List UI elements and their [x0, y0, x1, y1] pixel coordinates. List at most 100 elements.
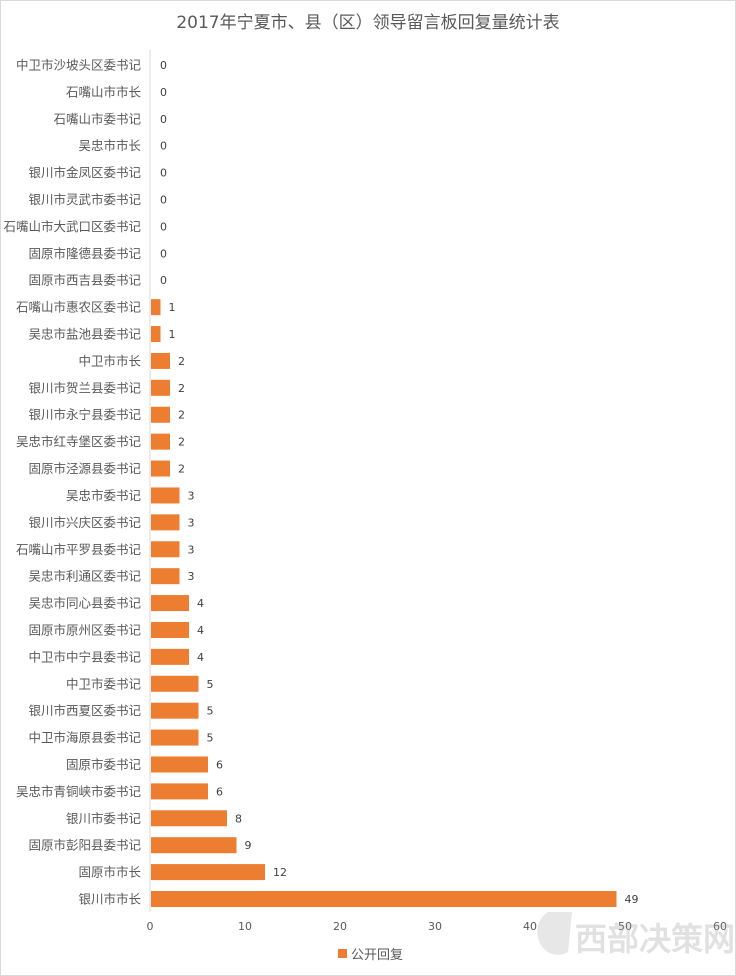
data-label: 0 — [160, 247, 167, 260]
bar — [151, 326, 161, 343]
data-label: 0 — [160, 167, 167, 180]
data-label: 3 — [188, 570, 195, 583]
category-label: 固原市彭阳县委书记 — [28, 838, 141, 853]
category-label: 吴忠市盐池县委书记 — [28, 327, 141, 342]
category-label: 吴忠市市长 — [78, 138, 141, 153]
category-label: 固原市隆德县委书记 — [28, 246, 141, 261]
bar — [151, 783, 208, 800]
bar — [151, 379, 170, 396]
x-tick-label: 40 — [523, 920, 537, 933]
category-label: 银川市委书记 — [66, 811, 142, 826]
data-label: 9 — [245, 839, 252, 852]
bar — [151, 514, 180, 531]
data-label: 0 — [160, 274, 167, 287]
x-tick-label: 20 — [333, 920, 347, 933]
legend-swatch — [338, 949, 347, 958]
bar — [151, 299, 161, 316]
bar — [151, 568, 180, 585]
category-label: 石嘴山市平罗县委书记 — [16, 542, 142, 557]
category-label: 吴忠市利通区委书记 — [28, 569, 141, 584]
category-label: 固原市西吉县委书记 — [28, 273, 141, 288]
bar — [151, 648, 189, 665]
category-label: 中卫市市长 — [78, 353, 141, 368]
category-label: 固原市委书记 — [66, 757, 142, 772]
bar — [151, 810, 227, 827]
bar — [151, 864, 265, 881]
data-label: 0 — [160, 59, 167, 72]
data-label: 1 — [169, 301, 176, 314]
chart-title: 2017年宁夏市、县（区）领导留言板回复量统计表 — [176, 13, 559, 33]
data-label: 3 — [188, 543, 195, 556]
bar — [151, 837, 237, 854]
x-tick-label: 30 — [428, 920, 442, 933]
category-label: 银川市永宁县委书记 — [28, 407, 141, 422]
data-label: 3 — [188, 516, 195, 529]
data-label: 4 — [197, 651, 204, 664]
category-label: 石嘴山市大武口区委书记 — [3, 219, 141, 234]
category-label: 中卫市海原县委书记 — [28, 730, 141, 745]
data-label: 2 — [178, 409, 185, 422]
category-label: 吴忠市青铜峡市委书记 — [16, 784, 142, 799]
category-label: 石嘴山市市长 — [66, 84, 142, 99]
category-label: 石嘴山市惠农区委书记 — [16, 300, 142, 315]
category-label: 吴忠市红寺堡区委书记 — [16, 434, 142, 449]
data-label: 5 — [207, 705, 214, 718]
data-label: 0 — [160, 220, 167, 233]
data-label: 3 — [188, 489, 195, 502]
bar — [151, 729, 199, 746]
x-tick-label: 60 — [713, 920, 727, 933]
category-label: 吴忠市同心县委书记 — [28, 596, 141, 611]
data-label: 0 — [160, 113, 167, 126]
category-label: 石嘴山市委书记 — [53, 111, 141, 126]
data-label: 5 — [207, 678, 214, 691]
data-label: 2 — [178, 436, 185, 449]
bar — [151, 756, 208, 773]
x-tick-label: 0 — [147, 920, 154, 933]
category-label: 固原市泾源县委书记 — [28, 461, 141, 476]
bar — [151, 675, 199, 692]
bar — [151, 433, 170, 450]
bar — [151, 487, 180, 504]
category-label: 银川市贺兰县委书记 — [28, 380, 141, 395]
x-tick-label: 10 — [238, 920, 252, 933]
bar — [151, 460, 170, 477]
data-label: 8 — [235, 812, 242, 825]
bar — [151, 702, 199, 719]
data-label: 4 — [197, 597, 204, 610]
bar — [151, 352, 170, 369]
data-label: 0 — [160, 86, 167, 99]
data-label: 6 — [216, 758, 223, 771]
bar — [151, 621, 189, 638]
data-label: 1 — [169, 328, 176, 341]
data-label: 2 — [178, 382, 185, 395]
category-label: 银川市兴庆区委书记 — [28, 515, 141, 530]
watermark-logo: 西部决策网 — [537, 912, 735, 958]
bar — [151, 595, 189, 612]
data-label: 0 — [160, 140, 167, 153]
data-label: 2 — [178, 355, 185, 368]
watermark-text: 西部决策网 — [575, 920, 735, 958]
legend-label: 公开回复 — [351, 948, 403, 963]
bar — [151, 541, 180, 558]
data-label: 4 — [197, 624, 204, 637]
data-label: 49 — [625, 893, 639, 906]
category-label: 银川市西夏区委书记 — [28, 703, 141, 718]
data-label: 2 — [178, 463, 185, 476]
category-label: 银川市金凤区委书记 — [28, 165, 141, 180]
bar — [151, 891, 617, 907]
category-label: 固原市原州区委书记 — [28, 622, 141, 637]
bar — [151, 406, 170, 423]
category-label: 银川市市长 — [78, 892, 141, 907]
data-label: 0 — [160, 194, 167, 207]
data-label: 5 — [207, 732, 214, 745]
data-label: 12 — [273, 866, 287, 879]
data-label: 6 — [216, 785, 223, 798]
category-label: 中卫市委书记 — [66, 676, 142, 691]
category-label: 中卫市沙坡头区委书记 — [16, 58, 142, 73]
category-label: 固原市市长 — [78, 865, 141, 880]
category-label: 吴忠市委书记 — [66, 488, 142, 503]
x-tick-label: 50 — [618, 920, 632, 933]
category-label: 中卫市中宁县委书记 — [28, 649, 141, 664]
category-label: 银川市灵武市委书记 — [28, 192, 141, 207]
